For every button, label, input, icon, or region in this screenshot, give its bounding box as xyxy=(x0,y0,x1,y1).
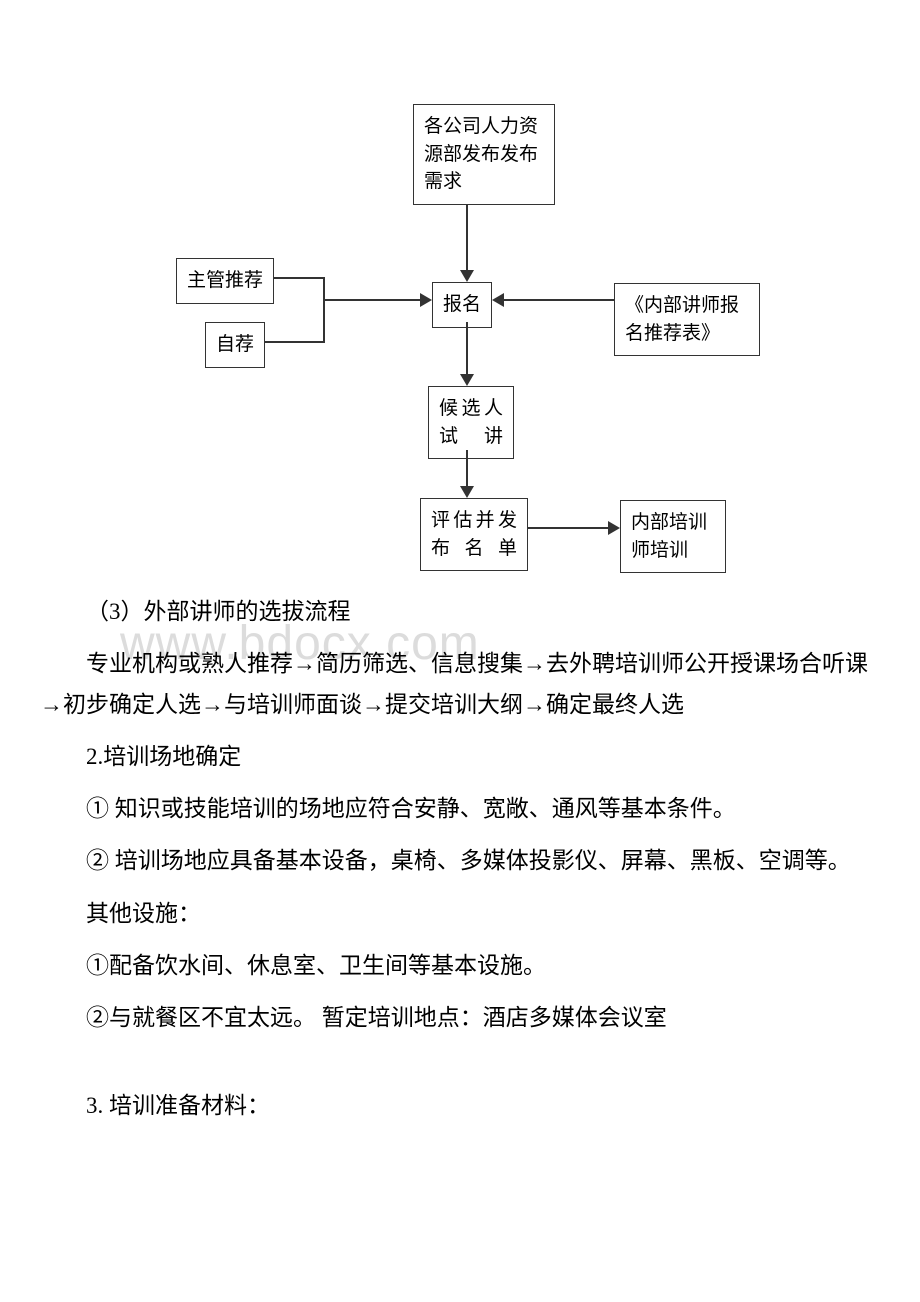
edge-line xyxy=(274,277,325,279)
node-self-recommend: 自荐 xyxy=(205,322,265,368)
node-supervisor-recommend: 主管推荐 xyxy=(176,258,274,304)
edge-line xyxy=(466,450,468,486)
para-facility1: ①配备饮水间、休息室、卫生间等基本设施。 xyxy=(40,946,880,986)
para-venue-req1: ① 知识或技能培训的场地应符合安静、宽敞、通风等基本条件。 xyxy=(40,789,880,829)
arrow-icon xyxy=(420,293,432,307)
edge-line xyxy=(323,277,325,343)
node-recommend-form: 《内部讲师报名推荐表》 xyxy=(614,283,760,356)
content: www.bdocx.com （3）外部讲师的选拔流程 专业机构或熟人推荐→简历筛… xyxy=(0,592,920,1187)
edge-line xyxy=(466,204,468,270)
edge-line xyxy=(466,322,468,374)
para-external-flow: 专业机构或熟人推荐→简历筛选、信息搜集→去外聘培训师公开授课场合听课→初步确定人… xyxy=(40,644,880,725)
arrow-icon xyxy=(460,270,474,282)
heading-venue: 2.培训场地确定 xyxy=(40,737,880,777)
node-signup: 报名 xyxy=(432,282,492,328)
edge-line xyxy=(528,527,608,529)
node-hr-publish: 各公司人力资源部发布发布需求 xyxy=(413,104,555,205)
para-venue-req2: ② 培训场地应具备基本设备，桌椅、多媒体投影仪、屏幕、黑板、空调等。 xyxy=(40,841,880,881)
node-candidate-lecture: 候选人试讲 xyxy=(428,386,514,459)
arrow-icon xyxy=(608,521,620,535)
arrow-icon xyxy=(492,293,504,307)
arrow-icon xyxy=(460,374,474,386)
heading-other-facilities: 其他设施： xyxy=(40,894,880,934)
para-facility2: ②与就餐区不宜太远。 暂定培训地点：酒店多媒体会议室 xyxy=(40,998,880,1038)
edge-line xyxy=(323,299,420,301)
node-internal-training: 内部培训师培训 xyxy=(620,500,726,573)
edge-line xyxy=(265,341,325,343)
heading-external-selection: （3）外部讲师的选拔流程 xyxy=(40,592,880,632)
heading-materials: 3. 培训准备材料： xyxy=(40,1086,880,1126)
flowchart: 各公司人力资源部发布发布需求 主管推荐 自荐 报名 《内部讲师报名推荐表》 候选… xyxy=(0,0,920,580)
edge-line xyxy=(504,299,614,301)
arrow-icon xyxy=(460,486,474,498)
node-evaluate-publish: 评估并发布名单 xyxy=(420,498,528,571)
